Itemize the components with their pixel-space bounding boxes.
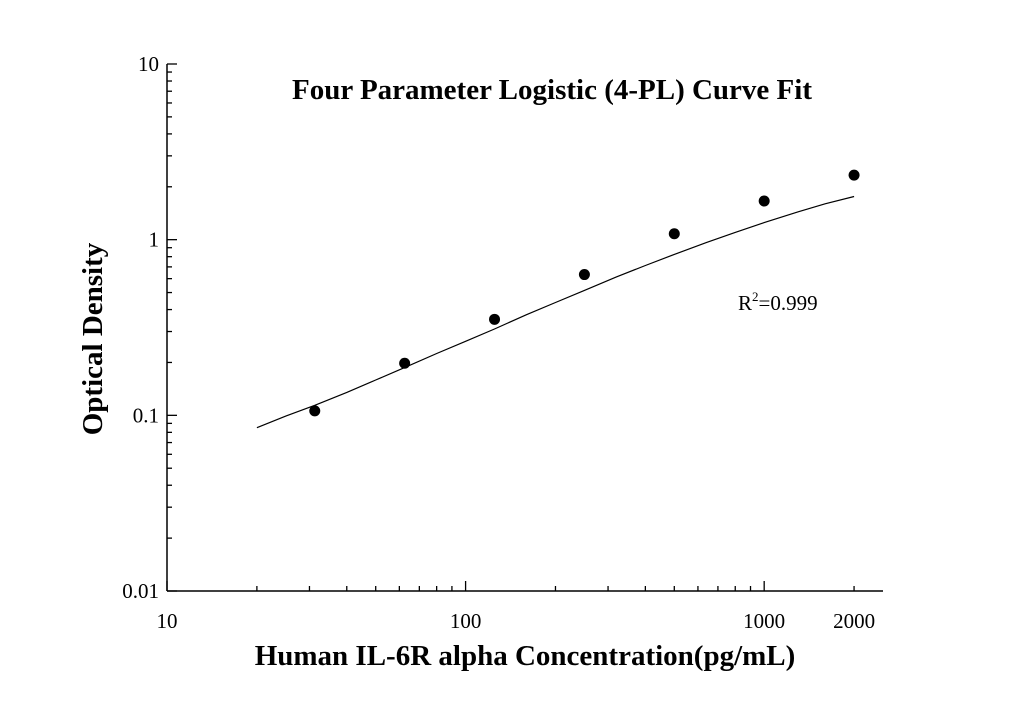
x-axis-title: Human IL-6R alpha Concentration(pg/mL) xyxy=(255,640,796,672)
y-tick-label: 10 xyxy=(138,52,159,76)
data-point xyxy=(399,357,411,369)
data-point xyxy=(668,228,680,240)
data-point xyxy=(489,313,501,325)
data-point xyxy=(309,405,321,417)
y-tick-label: 0.1 xyxy=(133,403,159,427)
y-tick-label: 1 xyxy=(149,228,160,252)
chart-title: Four Parameter Logistic (4-PL) Curve Fit xyxy=(292,74,812,106)
r-squared-superscript: 2 xyxy=(752,289,759,304)
fit-curve-line xyxy=(256,195,855,429)
x-tick-label: 1000 xyxy=(743,609,785,633)
data-point xyxy=(758,195,770,207)
x-tick-label: 100 xyxy=(450,609,482,633)
r-squared-annotation: R2=0.999 xyxy=(738,289,818,315)
y-tick-label: 0.01 xyxy=(122,579,159,603)
x-tick-label: 2000 xyxy=(833,609,875,633)
r-squared-base: R xyxy=(738,291,752,315)
y-axis-title: Optical Density xyxy=(77,242,109,435)
x-tick-label: 10 xyxy=(157,609,178,633)
r-squared-value: =0.999 xyxy=(759,291,818,315)
data-point xyxy=(578,269,590,281)
data-point xyxy=(848,169,860,181)
plot-area: 0.01 0.1 1 10 10 100 1000 2000 xyxy=(122,52,883,633)
